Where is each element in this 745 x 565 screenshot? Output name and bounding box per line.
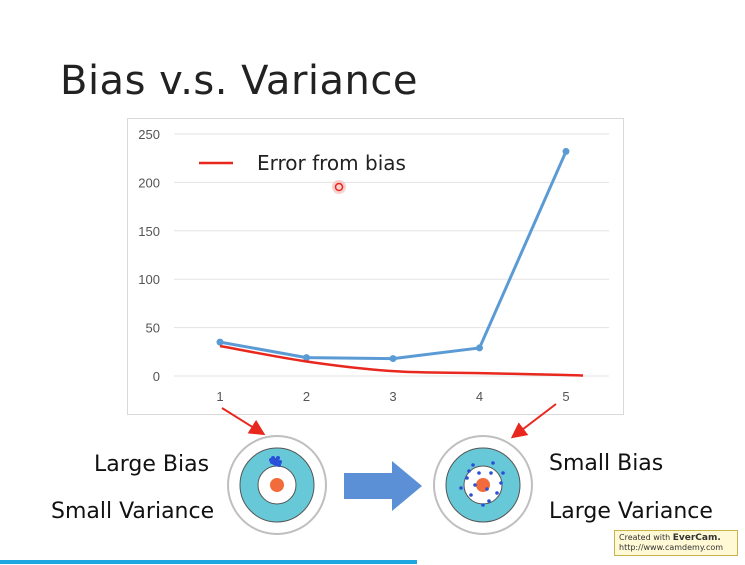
y-tick-label: 250 [138, 127, 160, 142]
shot-dot [485, 487, 489, 491]
shot-dot [275, 459, 279, 463]
transition-arrow-icon [344, 461, 422, 511]
chart-frame [127, 118, 624, 415]
y-tick-label: 100 [138, 272, 160, 287]
shot-dot [491, 461, 495, 465]
y-tick-label: 200 [138, 175, 160, 190]
label-small-variance: Small Variance [51, 499, 215, 524]
badge-brand: EverCam. [672, 533, 721, 543]
x-tick-label: 1 [216, 389, 223, 404]
shot-dot [501, 471, 505, 475]
x-tick-label: 4 [476, 389, 483, 404]
legend-label-bias: Error from bias [257, 151, 406, 175]
y-tick-label: 0 [153, 369, 160, 384]
target-small-bias-large-variance [433, 435, 533, 535]
tight-cluster [269, 456, 282, 467]
badge-prefix: Created with [619, 533, 673, 542]
x-tick-label: 2 [303, 389, 310, 404]
shot-dot [469, 493, 473, 497]
badge-url: http://www.camdemy.com [619, 543, 724, 552]
series-point-total [476, 344, 483, 352]
shot-dot [269, 458, 273, 462]
shot-dot [473, 483, 477, 487]
slide-title: Bias v.s. Variance [60, 58, 418, 104]
label-small-bias: Small Bias [549, 451, 664, 476]
shot-dot [489, 471, 493, 475]
callout-arrow-right [510, 403, 557, 439]
label-large-bias: Large Bias [94, 452, 210, 477]
shot-dot [499, 481, 503, 485]
y-tick-label: 150 [138, 224, 160, 239]
shot-dot [481, 503, 485, 507]
chart: 0 50 100 150 200 250 1 2 3 4 5 Error from bias [138, 127, 609, 404]
shot-dot [467, 469, 471, 473]
x-tick-label: 5 [562, 389, 569, 404]
series-point-total [216, 338, 224, 346]
evercam-badge: Created with EverCam. http://www.camdemy… [614, 530, 738, 556]
shot-dot [471, 463, 475, 467]
label-large-variance: Large Variance [549, 499, 713, 524]
x-axis-ticks: 1 2 3 4 5 [216, 389, 569, 404]
x-tick-label: 3 [389, 389, 396, 404]
series-point-total [303, 354, 310, 362]
legend: Error from bias [199, 151, 406, 175]
shot-dot [465, 476, 469, 480]
series-point-total [389, 355, 397, 363]
shot-dot [495, 491, 499, 495]
shot-dot [487, 499, 491, 503]
series-layer [216, 147, 584, 377]
y-tick-label: 50 [146, 321, 160, 336]
callout-arrow-left [221, 407, 266, 436]
grid-lines [174, 133, 609, 377]
cursor-dot [332, 180, 346, 194]
shot-dot [459, 486, 463, 490]
shot-dot [477, 471, 481, 475]
y-axis-ticks: 0 50 100 150 200 250 [138, 127, 160, 384]
spread-cluster [459, 461, 505, 507]
target-large-bias-small-variance [227, 435, 327, 535]
bottom-accent-bar [0, 560, 417, 564]
series-point-total [562, 147, 570, 155]
shot-dot [277, 463, 281, 467]
shot-dot [272, 461, 276, 465]
series-line-bias [219, 344, 584, 377]
